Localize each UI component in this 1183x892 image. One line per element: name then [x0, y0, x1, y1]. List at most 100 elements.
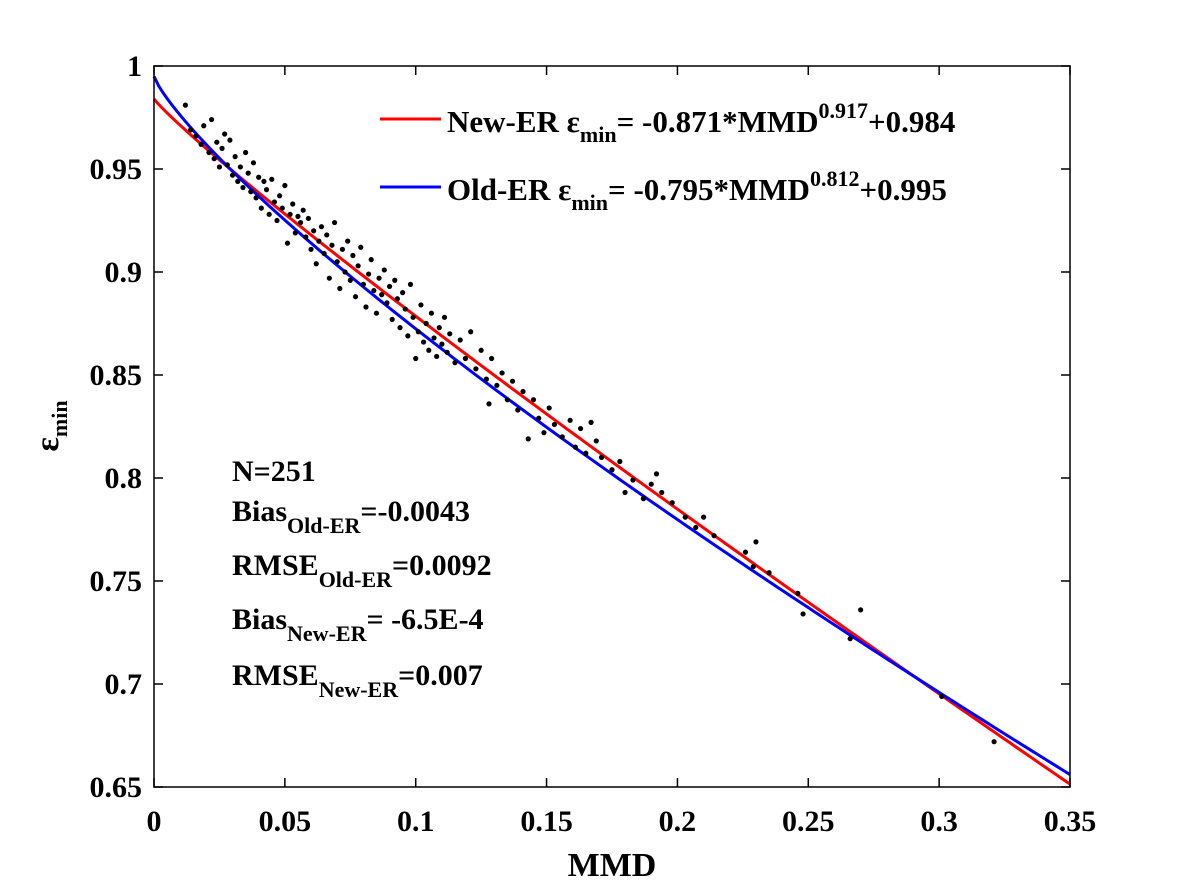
legend-constant: +0.995: [859, 172, 946, 207]
data-point: [201, 123, 207, 129]
data-point: [546, 405, 552, 411]
data-point: [418, 302, 424, 308]
data-point: [499, 370, 505, 376]
data-point: [483, 376, 489, 382]
data-point: [394, 296, 400, 302]
data-point: [324, 232, 330, 238]
stat-value: =-0.0043: [360, 495, 470, 528]
data-point: [360, 281, 366, 287]
data-point: [263, 187, 270, 193]
axis-ticks: [153, 65, 1071, 788]
data-point: [420, 339, 427, 345]
data-point: [415, 329, 421, 335]
data-point: [219, 145, 225, 151]
legend-entry-old-er: Old-ER εmin= -0.795*MMD0.812+0.995: [447, 166, 947, 215]
data-point: [350, 252, 356, 259]
data-point: [402, 306, 408, 312]
data-point: [193, 133, 199, 139]
data-point: [326, 275, 332, 281]
y-tick-label: 0.65: [90, 771, 143, 804]
data-point: [248, 189, 254, 195]
y-tick-label: 1: [127, 50, 142, 83]
x-tick-label: 0.2: [659, 805, 697, 838]
data-point: [559, 434, 565, 440]
data-point: [536, 415, 542, 421]
data-point: [363, 304, 369, 310]
data-point: [373, 310, 380, 316]
data-point: [300, 207, 306, 213]
y-axis-title-base: ε: [29, 437, 66, 452]
stat-line: N=251: [232, 455, 316, 488]
data-point: [311, 228, 317, 234]
data-point: [316, 238, 322, 244]
data-point: [198, 141, 204, 147]
data-point: [371, 287, 377, 294]
data-point: [261, 178, 267, 184]
data-point: [509, 378, 516, 384]
data-point: [473, 366, 479, 372]
data-point: [462, 355, 469, 362]
legend-epsilon: ε: [567, 104, 580, 139]
data-point: [413, 355, 419, 362]
data-point: [598, 454, 605, 460]
data-point: [389, 316, 395, 322]
data-point: [436, 325, 442, 331]
stat-subscript: New-ER: [319, 677, 400, 702]
stat-label: Bias: [232, 603, 287, 636]
data-point: [384, 300, 390, 306]
data-point: [308, 246, 314, 252]
data-point: [318, 224, 325, 230]
y-tick-label: 0.8: [105, 462, 143, 495]
data-point: [468, 329, 474, 335]
legend-entry-new-er: New-ER εmin= -0.871*MMD0.917+0.984: [447, 98, 955, 147]
data-point: [216, 164, 223, 170]
data-point: [659, 489, 665, 496]
data-point: [630, 477, 636, 483]
legend-name: New-ER: [447, 104, 567, 139]
data-point: [269, 176, 275, 182]
axes-box: [153, 65, 1071, 788]
data-point: [640, 496, 647, 502]
data-point: [486, 401, 492, 407]
data-point: [303, 234, 309, 240]
data-point: [329, 242, 335, 248]
data-point: [504, 397, 510, 403]
data-point: [266, 211, 272, 217]
data-point: [240, 184, 246, 191]
stat-subscript: New-ER: [287, 621, 368, 646]
stats-annotation: N=251BiasOld-ER=-0.0043RMSEOld-ER=0.0092…: [232, 455, 492, 702]
data-point: [426, 347, 432, 353]
data-point: [295, 213, 301, 219]
data-point: [287, 211, 293, 217]
data-point: [313, 261, 319, 267]
y-tick-labels: 0.65 0.7 0.75 0.8 0.85 0.9 0.95 1: [90, 50, 143, 804]
stat-label: RMSE: [232, 549, 319, 582]
legend-constant: +0.984: [868, 104, 955, 139]
data-point: [379, 292, 385, 298]
data-point: [297, 219, 304, 226]
data-point: [358, 244, 364, 250]
data-point: [991, 739, 997, 745]
data-point: [693, 524, 699, 531]
data-point: [530, 397, 537, 403]
data-point: [392, 277, 398, 283]
data-point: [222, 131, 228, 137]
y-tick-label: 0.85: [90, 359, 143, 392]
x-tick-label: 0.1: [397, 805, 435, 838]
data-point: [800, 611, 806, 617]
data-point: [290, 201, 296, 207]
data-point: [410, 314, 416, 320]
x-tick-label: 0.35: [1044, 805, 1097, 838]
data-point: [321, 250, 327, 257]
data-point: [258, 205, 264, 211]
data-point: [337, 285, 343, 292]
x-tick-label: 0.05: [259, 805, 312, 838]
stat-line: RMSENew-ER=0.007: [232, 659, 483, 702]
y-tick-label: 0.7: [105, 668, 143, 701]
y-axis-title: εmin: [29, 400, 72, 451]
data-point: [431, 335, 437, 341]
data-point: [334, 259, 340, 265]
data-point: [407, 281, 414, 287]
data-points: [182, 102, 997, 745]
